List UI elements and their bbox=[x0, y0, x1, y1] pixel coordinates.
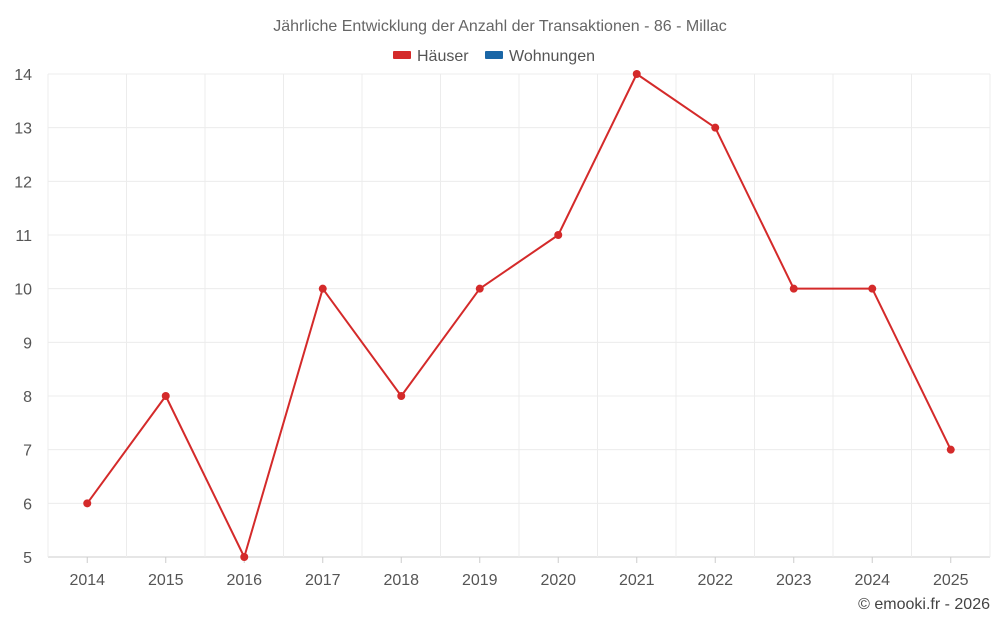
legend-label-wohnungen: Wohnungen bbox=[509, 48, 595, 65]
data-point[interactable] bbox=[161, 392, 170, 400]
data-point[interactable] bbox=[475, 284, 484, 293]
x-tick-label: 2014 bbox=[69, 572, 105, 589]
y-tick-label: 11 bbox=[15, 228, 32, 245]
data-point[interactable] bbox=[789, 284, 798, 293]
legend: Häuser Wohnungen bbox=[393, 48, 595, 65]
y-tick-label: 8 bbox=[23, 389, 32, 406]
data-point[interactable] bbox=[711, 123, 720, 132]
data-point[interactable] bbox=[632, 70, 641, 78]
x-tick-label: 2018 bbox=[383, 572, 419, 589]
y-tick-label: 10 bbox=[14, 282, 32, 299]
legend-label-hauser: Häuser bbox=[417, 48, 469, 65]
x-tick-label: 2022 bbox=[697, 572, 733, 589]
data-point[interactable] bbox=[554, 231, 563, 239]
y-tick-label: 14 bbox=[14, 67, 32, 84]
grid bbox=[47, 73, 991, 558]
data-point[interactable] bbox=[318, 284, 327, 293]
chart-title: Jährliche Entwicklung der Anzahl der Tra… bbox=[273, 18, 727, 35]
x-tick-label: 2021 bbox=[619, 572, 655, 589]
y-tick-label: 7 bbox=[23, 443, 32, 460]
x-tick-label: 2025 bbox=[933, 572, 969, 589]
legend-swatch-hauser bbox=[393, 51, 411, 59]
legend-item-hauser[interactable]: Häuser bbox=[393, 48, 469, 65]
x-tick-label: 2019 bbox=[462, 572, 498, 589]
data-point[interactable] bbox=[868, 284, 877, 293]
x-tick-label: 2017 bbox=[305, 572, 341, 589]
series-line bbox=[86, 73, 952, 558]
y-tick-label: 6 bbox=[23, 496, 32, 513]
x-tick-label: 2020 bbox=[540, 572, 576, 589]
x-tick-label: 2023 bbox=[776, 572, 812, 589]
y-tick-label: 5 bbox=[23, 550, 32, 567]
series-hauser bbox=[83, 70, 955, 561]
y-tick-label: 13 bbox=[14, 121, 32, 138]
legend-swatch-wohnungen bbox=[485, 51, 503, 59]
data-point[interactable] bbox=[240, 553, 249, 561]
y-tick-label: 12 bbox=[14, 174, 32, 191]
x-tick-label: 2016 bbox=[226, 572, 262, 589]
y-axis: 5 6 7 8 9 10 11 12 13 14 bbox=[14, 67, 32, 567]
data-point[interactable] bbox=[83, 499, 92, 508]
x-tick-label: 2024 bbox=[854, 572, 890, 589]
data-point[interactable] bbox=[946, 445, 955, 454]
x-axis: 2014 2015 2016 2017 2018 2019 2020 2021 2022 2023… bbox=[69, 557, 969, 589]
credit-text: © emooki.fr - 2026 bbox=[858, 596, 990, 613]
legend-item-wohnungen[interactable]: Wohnungen bbox=[485, 48, 595, 65]
x-tick-label: 2015 bbox=[148, 572, 184, 589]
data-point[interactable] bbox=[397, 392, 406, 400]
y-tick-label: 9 bbox=[23, 335, 32, 352]
